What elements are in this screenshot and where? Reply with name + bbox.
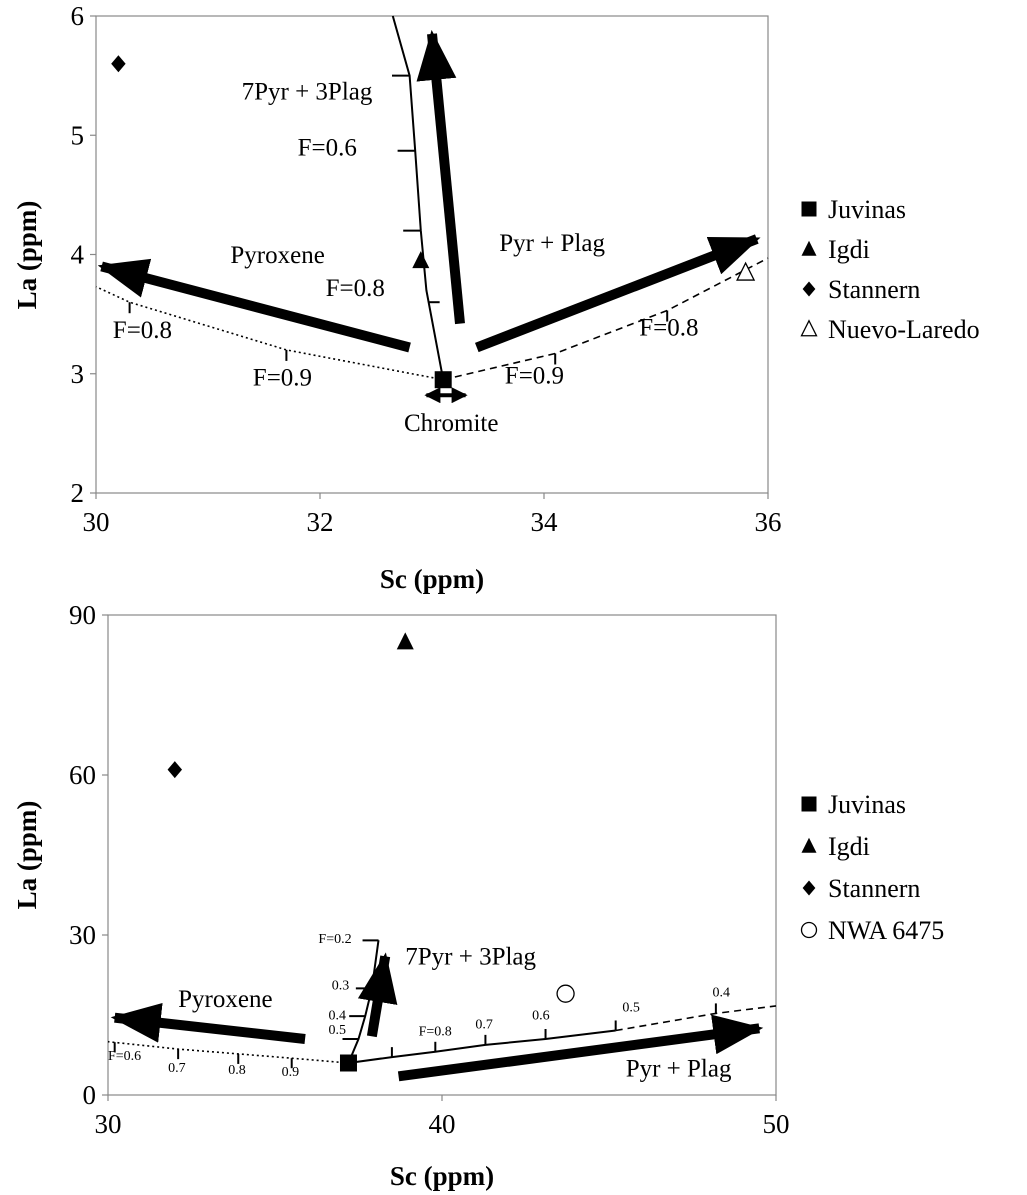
y-axis-title: La (ppm) [12, 201, 42, 310]
y-axis-ticks: 2 3 4 5 6 [71, 1, 96, 508]
trend-arrow [357, 952, 398, 1038]
y-tick-label: 60 [69, 760, 96, 790]
y-tick-label: 30 [69, 920, 96, 950]
fraction-ticks [128, 74, 669, 365]
annotation-chromite: Chromite [404, 410, 498, 437]
plot-frame [107, 614, 777, 1096]
y-axis-ticks: 0 30 60 90 [69, 600, 108, 1110]
annotation-f-0-9: F=0.9 [253, 365, 312, 392]
stannern-point [167, 761, 183, 779]
legend-igdi-label: Igdi [828, 832, 870, 861]
legend-nuevo-laredo-marker [800, 319, 818, 337]
trend-arrow [474, 234, 761, 353]
annotation-pyroxene: Pyroxene [178, 986, 272, 1013]
dotted-model-curve [107, 1040, 349, 1064]
legend-stannern-marker [802, 281, 816, 297]
igdi-point [412, 251, 430, 269]
legend-juvinas-marker [801, 796, 817, 812]
annotation-0-5: 0.5 [328, 1023, 346, 1038]
legend-juvinas-label: Juvinas [828, 195, 906, 224]
y-tick-label: 6 [71, 1, 85, 31]
annotation-pyr-plag: Pyr + Plag [626, 1055, 732, 1082]
y-tick-label: 3 [71, 359, 85, 389]
x-tick-label: 32 [307, 507, 334, 537]
trend-arrow [97, 258, 411, 353]
y-tick-label: 2 [71, 478, 85, 508]
x-axis-ticks: 30 32 34 36 [83, 493, 782, 537]
y-tick-label: 90 [69, 600, 96, 630]
trend-arrow [110, 1002, 306, 1044]
trend-arrow [416, 29, 465, 325]
y-axis-title: La (ppm) [12, 801, 42, 910]
annotation-f-0-2: F=0.2 [318, 932, 351, 947]
dashed-model-curve [443, 257, 769, 381]
igdi-point [396, 632, 414, 650]
annotation-f-0-8: F=0.8 [113, 317, 172, 344]
juvinas-point [434, 371, 452, 389]
legend-nwa-6475-label: NWA 6475 [828, 916, 944, 945]
annotation-f-0-6: F=0.6 [298, 135, 357, 162]
annotation-f-0-9: F=0.9 [505, 362, 564, 389]
annotation-0-7: 0.7 [168, 1061, 186, 1076]
annotation-7pyr-3plag: 7Pyr + 3Plag [405, 943, 536, 970]
solid-model-curve [348, 1029, 616, 1064]
legend-igdi-marker [801, 837, 817, 853]
x-tick-label: 30 [83, 507, 110, 537]
legend-igdi-marker [801, 240, 817, 256]
annotation-0-7: 0.7 [475, 1017, 493, 1032]
legend-juvinas-marker [801, 201, 817, 217]
x-tick-label: 30 [95, 1109, 122, 1139]
annotation-f-0-6: F=0.6 [108, 1049, 141, 1064]
stannern-point [111, 55, 126, 73]
x-axis-title: Sc (ppm) [380, 564, 484, 594]
y-tick-label: 4 [71, 240, 85, 270]
dotted-model-curve [95, 285, 444, 381]
x-tick-label: 34 [531, 507, 559, 537]
annotation-f-0-8: F=0.8 [419, 1024, 452, 1039]
y-tick-label: 0 [83, 1080, 97, 1110]
annotations: Pyroxene 7Pyr + 3Plag Pyr + Plag F=0.2 0.3 0.… [108, 932, 732, 1082]
nwa-6475-point [556, 984, 575, 1003]
annotation-pyr-plag: Pyr + Plag [499, 230, 605, 257]
trend-arrow [397, 1014, 764, 1082]
x-tick-label: 36 [755, 507, 782, 537]
legend-stannern-label: Stannern [828, 275, 920, 304]
legend-stannern-marker [802, 880, 816, 896]
legend: Juvinas Igdi Stannern Nuevo-Laredo [800, 195, 980, 344]
data-points [167, 632, 575, 1072]
trend-arrows [97, 29, 761, 404]
annotation-f-0-8: F=0.8 [326, 275, 385, 302]
annotation-0-5: 0.5 [622, 1000, 640, 1015]
data-points [111, 55, 756, 389]
legend-stannern-label: Stannern [828, 874, 920, 903]
juvinas-point [339, 1054, 357, 1072]
x-tick-label: 50 [763, 1109, 790, 1139]
annotation-0-4: 0.4 [713, 985, 731, 1000]
y-tick-label: 5 [71, 120, 85, 150]
x-tick-label: 40 [429, 1109, 456, 1139]
annotation-0-6: 0.6 [532, 1008, 550, 1023]
annotation-0-9: 0.9 [282, 1065, 300, 1080]
annotation-0-4: 0.4 [328, 1008, 346, 1023]
model-curves [95, 15, 769, 381]
annotation-7pyr-3plag: 7Pyr + 3Plag [242, 78, 373, 105]
solid-model-curve [391, 15, 445, 380]
legend-nuevo-laredo-label: Nuevo-Laredo [828, 315, 980, 344]
annotation-0-3: 0.3 [332, 978, 350, 993]
annotation-0-8: 0.8 [228, 1063, 246, 1078]
annotations: 7Pyr + 3Plag F=0.6 Pyroxene Pyr + Plag F=0.8… [113, 78, 699, 437]
trend-arrows [110, 952, 764, 1082]
annotation-f-0-8: F=0.8 [639, 315, 698, 342]
x-axis-ticks: 30 40 50 [95, 1095, 790, 1139]
annotation-pyroxene: Pyroxene [230, 242, 324, 269]
nuevo-laredo-point [736, 261, 756, 281]
legend: Juvinas Igdi Stannern NWA 6475 [800, 790, 944, 945]
x-axis-title: Sc (ppm) [390, 1161, 494, 1191]
legend-igdi-label: Igdi [828, 235, 870, 264]
legend-juvinas-label: Juvinas [828, 790, 906, 819]
legend-nwa-6475-marker [800, 921, 818, 939]
